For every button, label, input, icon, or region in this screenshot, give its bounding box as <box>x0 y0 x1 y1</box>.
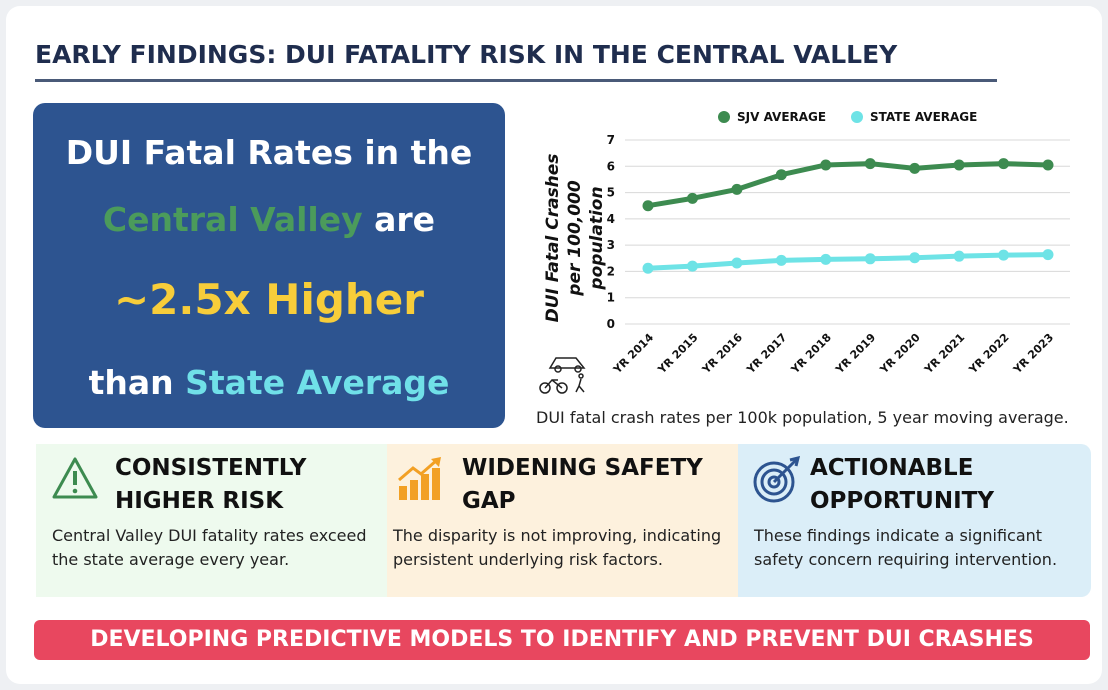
series-line <box>647 161 1049 209</box>
growth-icon <box>398 457 441 500</box>
legend-label: SJV AVERAGE <box>737 110 826 124</box>
card-title: WIDENING SAFETY GAP <box>462 455 703 514</box>
title-rule <box>35 79 997 82</box>
data-point <box>775 254 787 266</box>
series-line <box>647 252 1049 271</box>
data-point <box>1042 249 1054 261</box>
data-point <box>953 250 965 262</box>
card-title: ACTIONABLE OPPORTUNITY <box>810 455 995 514</box>
hero-line: DUI Fatal Rates in the <box>65 133 473 172</box>
y-tick-label: 4 <box>607 212 615 226</box>
y-tick-label: 5 <box>607 186 615 200</box>
data-point <box>1042 159 1054 171</box>
hero-line: than State Average <box>33 363 505 402</box>
data-point <box>953 159 965 171</box>
x-tick-label: YR 2017 <box>744 331 790 377</box>
legend-label: STATE AVERAGE <box>870 110 977 124</box>
x-tick-label: YR 2015 <box>655 331 701 377</box>
x-tick-label: YR 2021 <box>921 331 967 377</box>
x-tick-label: YR 2018 <box>788 331 834 377</box>
data-point <box>731 183 743 195</box>
y-tick-label: 6 <box>607 159 615 173</box>
finding-card: CONSISTENTLY HIGHER RISK Central Valley … <box>36 444 387 597</box>
legend-swatch <box>718 111 730 123</box>
card-text: Central Valley DUI fatality rates exceed… <box>52 526 367 569</box>
hero-highlight: Central Valley <box>102 200 363 239</box>
data-point <box>998 158 1010 170</box>
title: EARLY FINDINGS: DUI FATALITY RISK IN THE… <box>35 40 898 69</box>
finding-card: WIDENING SAFETY GAP The disparity is not… <box>387 444 738 597</box>
x-tick-label: YR 2020 <box>877 331 923 377</box>
x-tick-label: YR 2014 <box>610 331 656 377</box>
target-icon <box>753 456 801 503</box>
hero-highlight: State Average <box>185 363 450 402</box>
data-point <box>642 200 654 212</box>
hero-big: ~2.5x Higher <box>113 275 425 324</box>
warning-icon <box>52 457 98 499</box>
data-point <box>998 249 1010 261</box>
legend-swatch <box>851 111 863 123</box>
data-point <box>686 192 698 204</box>
x-tick-label: YR 2022 <box>966 331 1012 377</box>
finding-card: ACTIONABLE OPPORTUNITY These findings in… <box>738 444 1091 597</box>
hero-line: Central Valley are <box>33 200 505 239</box>
y-tick-label: 0 <box>607 317 615 331</box>
hero-word: than <box>88 363 174 402</box>
data-point <box>909 162 921 174</box>
chart-caption: DUI fatal crash rates per 100k populatio… <box>536 408 1069 427</box>
x-tick-label: YR 2019 <box>832 331 878 377</box>
hero-panel: DUI Fatal Rates in the Central Valley ar… <box>33 103 505 428</box>
data-point <box>864 158 876 170</box>
y-tick-label: 3 <box>607 238 615 252</box>
transport-icons <box>539 357 586 394</box>
card-text: These findings indicate a significant sa… <box>754 526 1058 569</box>
y-tick-label: 7 <box>607 133 615 147</box>
data-point <box>820 253 832 265</box>
data-point <box>820 159 832 171</box>
card-text: The disparity is not improving, indicati… <box>393 526 722 569</box>
hero-word: are <box>374 200 436 239</box>
y-tick-label: 2 <box>607 264 615 278</box>
footer-banner: DEVELOPING PREDICTIVE MODELS TO IDENTIFY… <box>34 620 1090 660</box>
data-point <box>686 260 698 272</box>
x-tick-label: YR 2016 <box>699 331 745 377</box>
data-point <box>864 253 876 265</box>
data-point <box>909 252 921 264</box>
y-tick-label: 1 <box>607 291 615 305</box>
y-axis-label: DUI Fatal Crashes per 100,000 population <box>543 153 607 323</box>
x-tick-label: YR 2023 <box>1010 331 1056 377</box>
data-point <box>642 262 654 274</box>
card-title: CONSISTENTLY HIGHER RISK <box>115 455 307 514</box>
data-point <box>775 169 787 181</box>
data-point <box>731 257 743 269</box>
